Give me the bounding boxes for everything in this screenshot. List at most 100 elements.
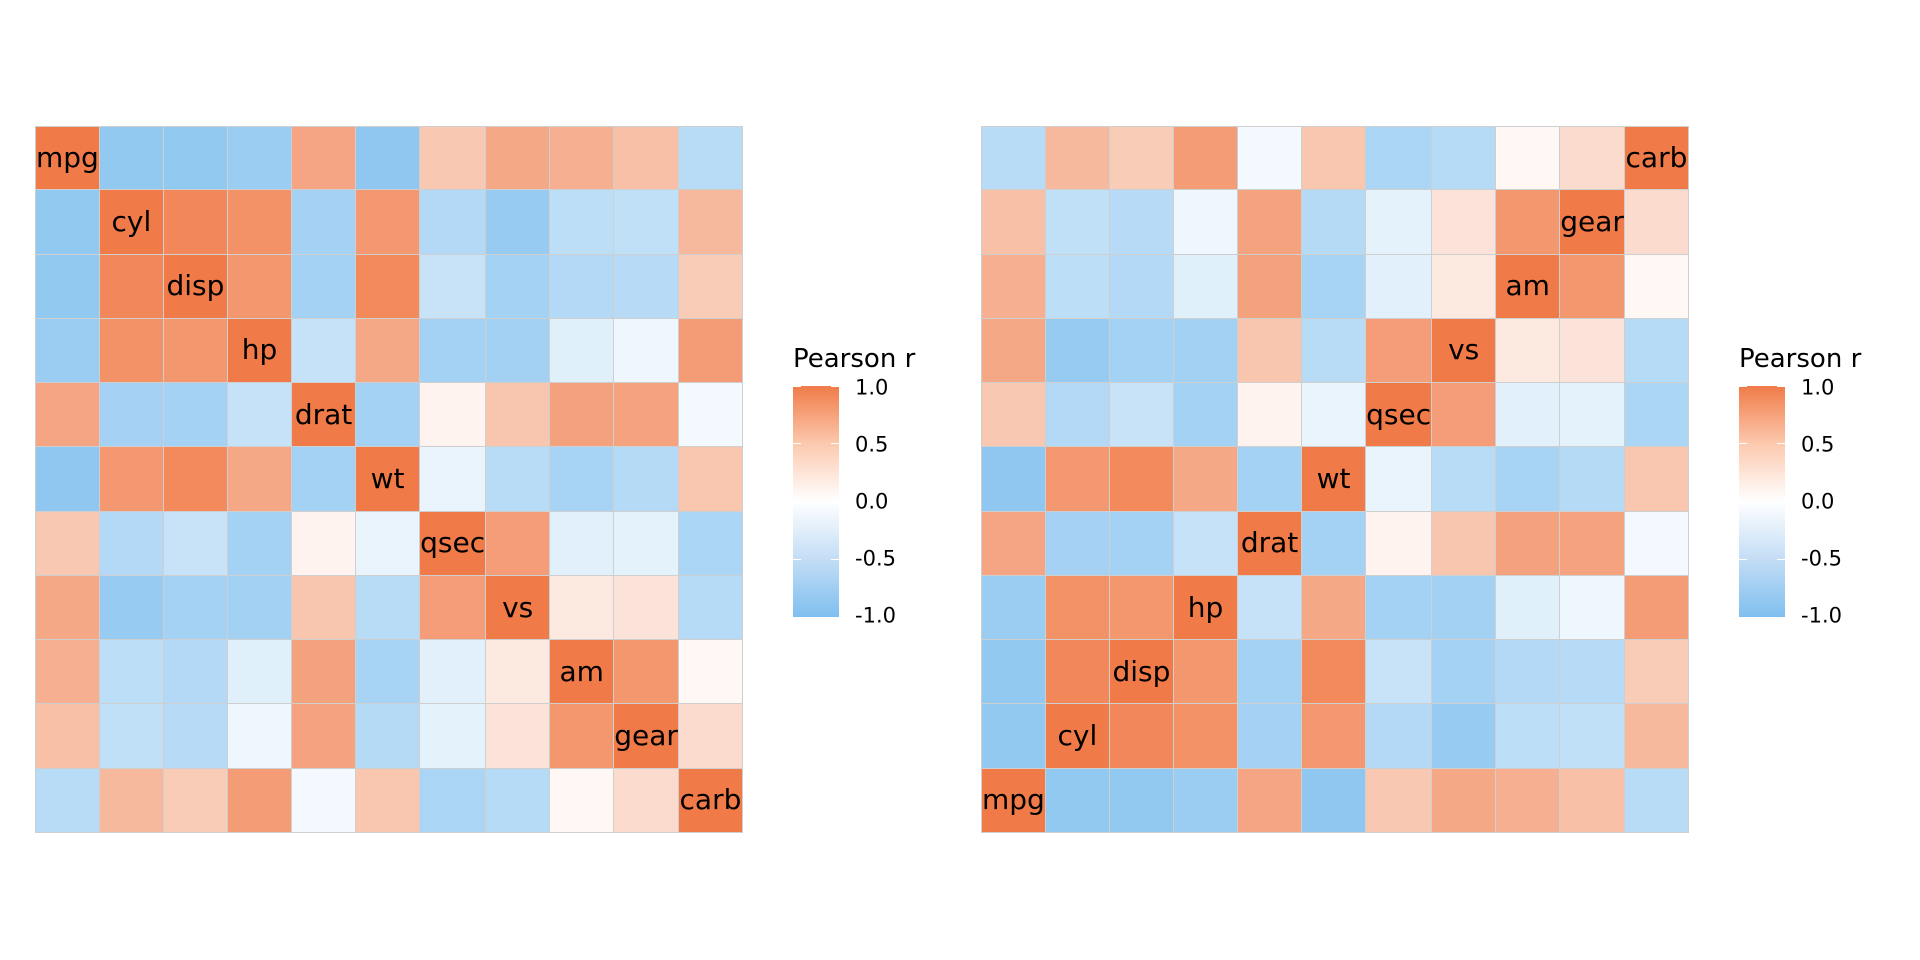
heatmap-cell (1302, 511, 1367, 576)
legend-label: 0.0 (855, 489, 889, 514)
heatmap-cell (678, 254, 743, 319)
heatmap-cell (1432, 254, 1497, 319)
heatmap-cell (292, 704, 357, 769)
heatmap-cell (1302, 640, 1367, 705)
heatmap-cell (486, 447, 551, 512)
heatmap-cell (35, 640, 100, 705)
heatmap-cell (1624, 640, 1689, 705)
heatmap-cell (1238, 640, 1303, 705)
legend-label: -0.5 (1801, 546, 1842, 571)
heatmap-cell (99, 575, 164, 641)
legend-tick (1777, 559, 1785, 560)
heatmap-cell (1496, 575, 1561, 641)
heatmap-cell (486, 126, 551, 191)
heatmap-cell (99, 447, 164, 512)
heatmap-cell (1302, 254, 1367, 319)
heatmap-cell (1173, 447, 1239, 512)
heatmap-cell (1366, 640, 1433, 705)
legend-label: 0.5 (1801, 432, 1835, 457)
heatmap-cell (981, 126, 1046, 191)
heatmap-cell (486, 254, 551, 319)
legend-tick (793, 386, 801, 387)
heatmap-cell (678, 383, 743, 448)
heatmap-cell (1366, 254, 1433, 319)
heatmap-cell (678, 640, 743, 705)
heatmap-cell (486, 318, 551, 384)
heatmap-cell (420, 640, 487, 705)
heatmap-cell (678, 575, 743, 641)
heatmap-cell: wt (1302, 447, 1367, 512)
variable-label: disp (166, 269, 225, 303)
heatmap-cell: drat (292, 383, 357, 448)
legend-title: Pearson r (793, 344, 916, 374)
heatmap-cell (1045, 511, 1110, 576)
variable-label: wt (370, 461, 405, 495)
heatmap-cell: carb (1624, 126, 1689, 191)
legend-tick (831, 443, 839, 444)
heatmap-cell (1560, 383, 1625, 448)
heatmap-cell (356, 383, 421, 448)
variable-label: wt (1316, 461, 1351, 495)
heatmap-cell (292, 511, 357, 576)
heatmap-cell (1366, 575, 1433, 641)
correlation-heatmap-right: carb gear am vs qsec wt drat hp disp cyl mpg (981, 126, 1689, 833)
heatmap-cell (1173, 768, 1239, 833)
correlation-heatmap-left: mpg cyl disp hp drat wt qsec vs am gear carb (35, 126, 743, 833)
heatmap-cell (1173, 640, 1239, 705)
heatmap-cell (614, 511, 679, 576)
legend-label: -1.0 (855, 603, 896, 628)
heatmap-cell (420, 383, 487, 448)
variable-label: qsec (1366, 397, 1432, 431)
heatmap-cell (1496, 126, 1561, 191)
heatmap-cell (35, 447, 100, 512)
heatmap-cell (981, 318, 1046, 384)
heatmap-cell: vs (1432, 318, 1497, 384)
heatmap-cell (1302, 190, 1367, 255)
heatmap-cell (420, 190, 487, 255)
heatmap-cell (1302, 575, 1367, 641)
heatmap-cell (550, 318, 615, 384)
heatmap-cell (356, 640, 421, 705)
legend-tick (1739, 559, 1747, 560)
heatmap-cell (1366, 318, 1433, 384)
heatmap-cell (1109, 190, 1174, 255)
legend-tick (1739, 443, 1747, 444)
heatmap-cell (981, 383, 1046, 448)
heatmap-cell (420, 768, 487, 833)
heatmap-cell (486, 190, 551, 255)
heatmap-cell (1432, 383, 1497, 448)
heatmap-cell: hp (227, 318, 293, 384)
heatmap-cell: drat (1238, 511, 1303, 576)
heatmap-cell (1624, 704, 1689, 769)
legend-tick (1739, 501, 1747, 502)
heatmap-cell (292, 126, 357, 191)
heatmap-cell (35, 575, 100, 641)
heatmap-cell (356, 318, 421, 384)
variable-label: mpg (982, 783, 1045, 817)
heatmap-cell (420, 318, 487, 384)
heatmap-cell (227, 126, 293, 191)
heatmap-cell (1366, 768, 1433, 833)
heatmap-cell (678, 447, 743, 512)
variable-label: qsec (420, 526, 486, 560)
heatmap-cell (227, 640, 293, 705)
heatmap-cell (163, 640, 228, 705)
heatmap-cell (678, 318, 743, 384)
heatmap-cell (227, 447, 293, 512)
heatmap-cell (486, 768, 551, 833)
heatmap-cell: qsec (420, 511, 487, 576)
heatmap-cell (614, 383, 679, 448)
heatmap-cell (1496, 383, 1561, 448)
heatmap-cell (614, 640, 679, 705)
heatmap-cell (1173, 704, 1239, 769)
heatmap-cell (550, 704, 615, 769)
heatmap-cell (1366, 511, 1433, 576)
heatmap-cell (356, 254, 421, 319)
heatmap-cell (35, 254, 100, 319)
legend-label: 0.0 (1801, 489, 1835, 514)
heatmap-cell (292, 447, 357, 512)
heatmap-cell (99, 383, 164, 448)
heatmap-cell (227, 768, 293, 833)
heatmap-cell (1045, 254, 1110, 319)
heatmap-cell (1109, 126, 1174, 191)
